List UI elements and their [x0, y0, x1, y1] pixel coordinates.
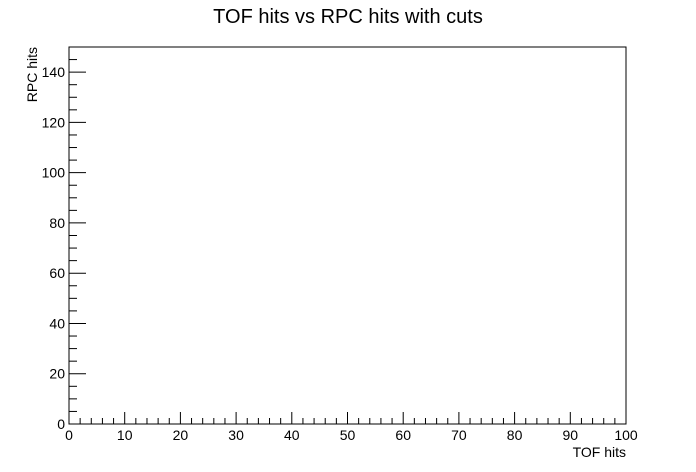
x-tick-label: 20 [173, 427, 189, 443]
chart-title: TOF hits vs RPC hits with cuts [213, 6, 483, 28]
y-tick-label: 40 [49, 315, 65, 331]
y-tick-label: 140 [42, 64, 66, 80]
x-tick-label: 80 [507, 427, 523, 443]
y-axis-tick-labels: 0 20 40 60 80 100 120 140 [42, 64, 66, 432]
x-tick-label: 40 [284, 427, 300, 443]
x-axis-tick-labels: 0 10 20 30 40 50 60 70 80 90 100 [65, 427, 638, 443]
y-tick-label: 80 [49, 215, 65, 231]
y-axis-label: RPC hits [24, 47, 40, 102]
x-axis-ticks [68, 412, 627, 424]
x-axis-label: TOF hits [573, 444, 626, 460]
plot-frame [68, 46, 627, 425]
y-axis-ticks [69, 46, 86, 425]
y-tick-label: 0 [57, 416, 65, 432]
x-tick-label: 70 [451, 427, 467, 443]
x-tick-label: 10 [117, 427, 133, 443]
x-tick-label: 30 [228, 427, 244, 443]
x-tick-label: 90 [563, 427, 579, 443]
y-tick-label: 20 [49, 366, 65, 382]
x-tick-label: 50 [340, 427, 356, 443]
y-tick-label: 100 [42, 165, 66, 181]
x-tick-label: 0 [65, 427, 73, 443]
x-tick-label: 100 [614, 427, 638, 443]
y-tick-label: 60 [49, 265, 65, 281]
x-tick-label: 60 [395, 427, 411, 443]
y-tick-label: 120 [42, 114, 66, 130]
